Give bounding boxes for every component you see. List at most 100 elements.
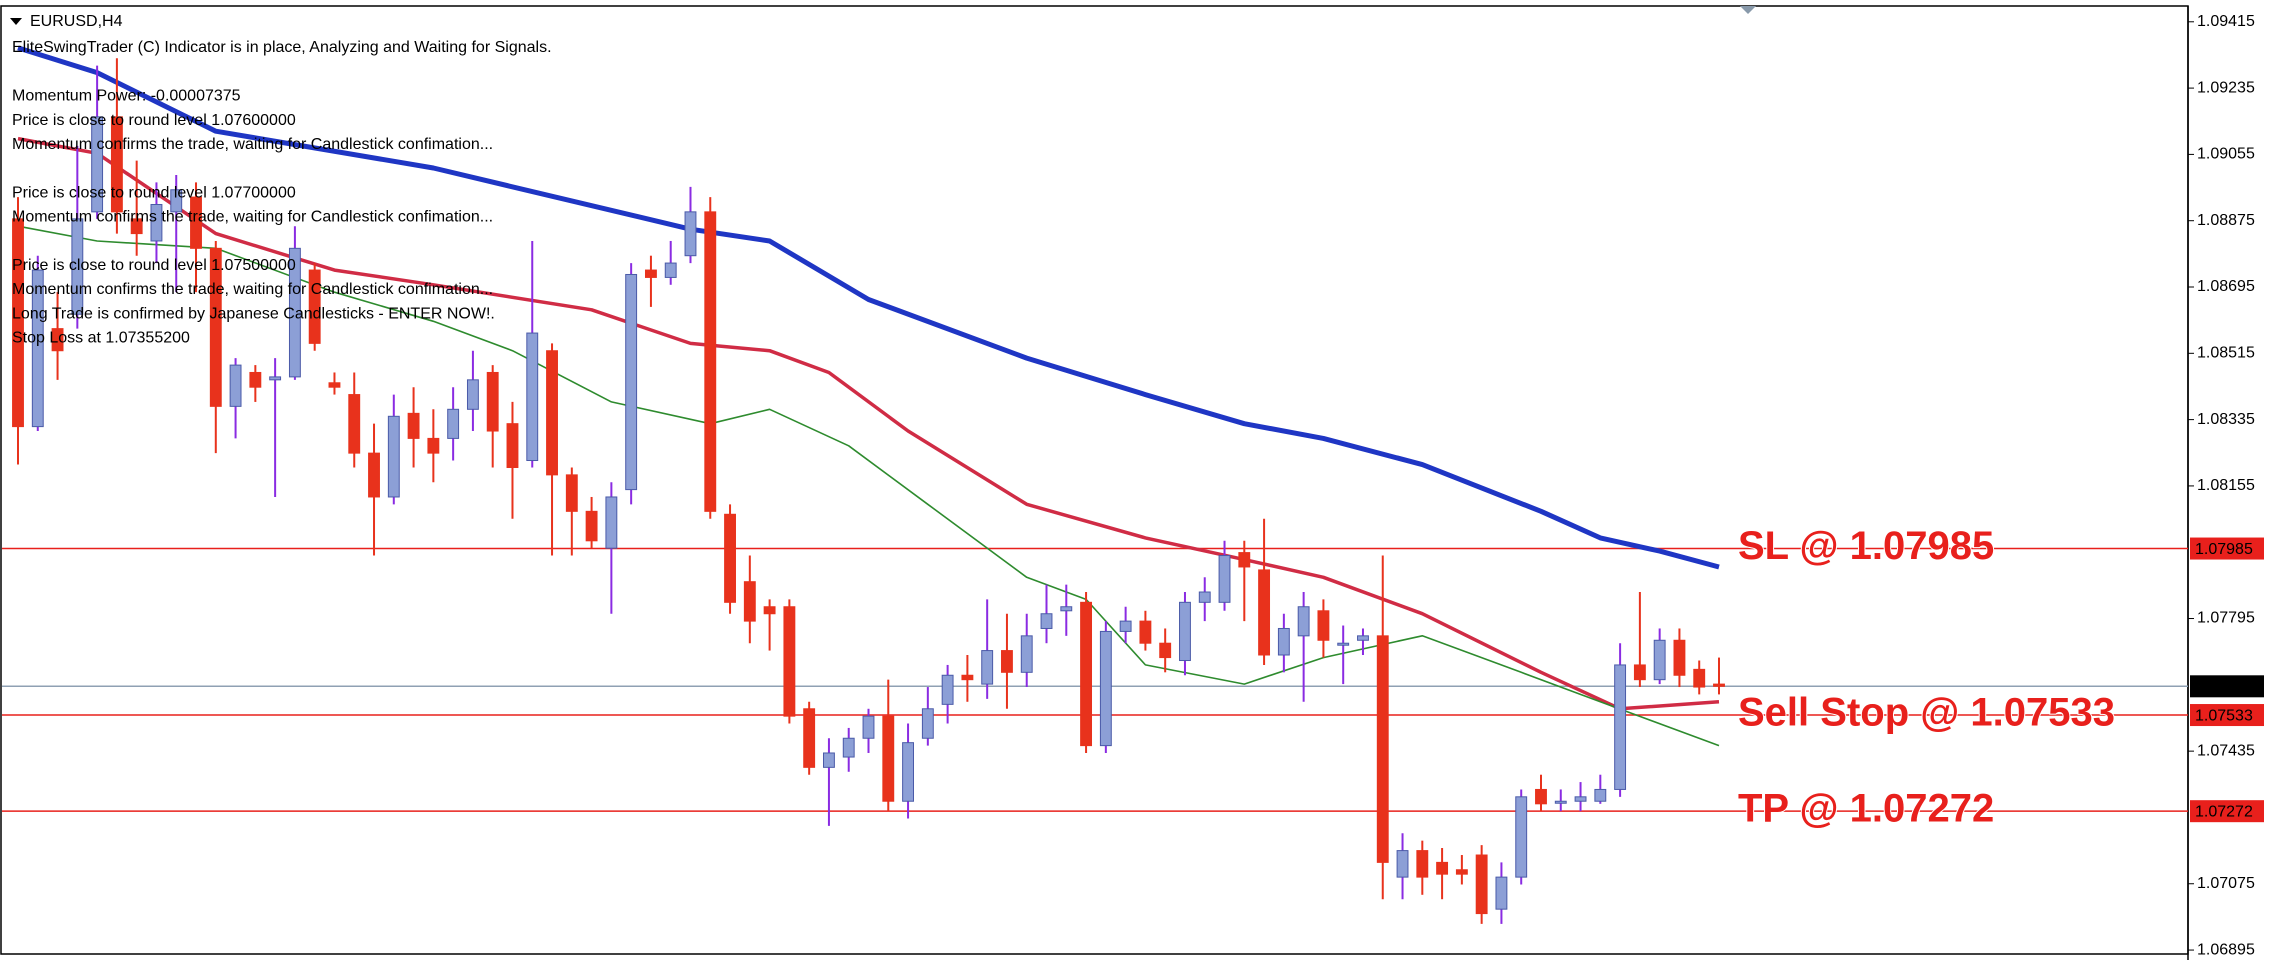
candle-body	[1179, 601, 1191, 662]
price-box	[2190, 675, 2264, 698]
indicator-note: Price is close to round level 1.07500000	[12, 257, 296, 274]
candle-body	[1436, 861, 1449, 875]
candle-body	[1554, 800, 1567, 804]
candle-body	[743, 581, 756, 622]
candle-body	[387, 415, 400, 498]
indicator-note: Momentum confirms the trade, waiting for…	[12, 281, 493, 298]
level-annotation: Sell Stop @ 1.07533	[1738, 691, 2115, 735]
y-tick-label: 1.08875	[2197, 212, 2255, 229]
candle-body	[288, 247, 301, 378]
candle-body	[1337, 642, 1350, 646]
price-box-label: 1.07272	[2195, 803, 2253, 820]
indicator-note: Momentum confirms the trade, waiting for…	[12, 136, 493, 153]
candle-body	[12, 218, 24, 428]
candle-body	[1258, 569, 1271, 656]
candle-body	[308, 269, 321, 344]
price-box	[2190, 537, 2264, 560]
candle-body	[1396, 850, 1409, 878]
candle-body	[1139, 620, 1152, 644]
candle-body	[1515, 796, 1528, 878]
moving-average	[17, 45, 1720, 570]
candle-body	[585, 510, 598, 542]
candle-body	[941, 674, 954, 705]
candle-body	[1376, 635, 1389, 863]
candle-body	[1416, 850, 1429, 878]
y-tick-label: 1.09235	[2197, 79, 2255, 96]
y-tick-label: 1.09415	[2197, 13, 2255, 30]
candle-body	[1535, 788, 1547, 805]
candle-body	[130, 218, 143, 235]
candle-body	[1119, 620, 1132, 632]
candle-body	[565, 474, 578, 512]
candle-body	[1357, 635, 1369, 641]
level-annotation: TP @ 1.07272	[1738, 787, 1994, 831]
candle-body	[1317, 610, 1330, 641]
candle-body	[348, 394, 361, 454]
candle-body	[1673, 639, 1686, 676]
candle-body	[1080, 601, 1093, 747]
candle-body	[110, 116, 123, 213]
candle-body	[368, 452, 380, 498]
candle-body	[803, 708, 816, 768]
candle-body	[882, 715, 895, 802]
candle-body	[150, 203, 163, 242]
candle-body	[249, 371, 262, 388]
candle-body	[684, 211, 697, 257]
candle-body	[961, 674, 974, 681]
y-tick-label: 1.07075	[2197, 875, 2255, 892]
candle-body	[486, 371, 499, 432]
candle-body	[724, 513, 736, 603]
candle-body	[1198, 591, 1211, 603]
candle-body	[526, 332, 539, 462]
price-box-label: 1.07533	[2195, 707, 2253, 724]
candle-body	[921, 708, 934, 739]
candle-body	[209, 247, 222, 407]
candle-body	[1653, 639, 1666, 681]
candle-body	[229, 364, 242, 407]
candle-body	[823, 752, 835, 768]
candle-body	[1495, 876, 1508, 910]
candle-body	[1238, 552, 1251, 568]
candle-body	[1614, 664, 1627, 790]
y-tick-label: 1.08155	[2197, 477, 2255, 494]
price-box	[2190, 800, 2264, 823]
candle-body	[71, 218, 84, 315]
candle-body	[625, 273, 638, 491]
candle-body	[1594, 788, 1607, 802]
price-box	[2190, 704, 2264, 727]
indicator-note: EliteSwingTrader (C) Indicator is in pla…	[12, 39, 552, 56]
price-box-label: 1.07985	[2195, 541, 2253, 558]
candle-body	[506, 423, 519, 469]
candle-body	[644, 269, 657, 278]
candle-body	[546, 350, 558, 476]
candle-body	[170, 189, 183, 213]
indicator-note: Price is close to round level 1.07600000	[12, 112, 296, 129]
candle-body	[664, 262, 677, 278]
y-tick-label: 1.07435	[2197, 742, 2255, 759]
candle-body	[1099, 630, 1112, 747]
candle-body	[902, 742, 914, 802]
chart-title: EURUSD,H4	[30, 13, 123, 30]
candle-body	[1040, 613, 1053, 629]
axis: 1.09415 1.09235 1.09055 1.08875 1.08695 1.085…	[2188, 13, 2264, 958]
candle-body	[981, 650, 994, 685]
overlay-text: EliteSwingTrader (C) Indicator is in pla…	[12, 39, 2116, 832]
candle-body	[1297, 606, 1310, 637]
candle-body	[447, 408, 460, 439]
candle-body	[1001, 650, 1013, 673]
candle-body	[1455, 869, 1468, 875]
y-tick-label: 1.08515	[2197, 345, 2255, 362]
candle-body	[1713, 683, 1725, 687]
y-tick-label: 1.08335	[2197, 411, 2255, 428]
candle-body	[1020, 635, 1033, 673]
indicator-note: Stop Loss at 1.07355200	[12, 330, 190, 347]
shift-marker	[1740, 6, 1756, 14]
candle-body	[51, 328, 64, 352]
candle-body	[407, 412, 420, 439]
y-tick-label: 1.08695	[2197, 278, 2255, 295]
candle-body	[1574, 796, 1587, 802]
candle-body	[328, 382, 341, 388]
candle-body	[190, 196, 202, 249]
candle-body	[427, 437, 440, 454]
